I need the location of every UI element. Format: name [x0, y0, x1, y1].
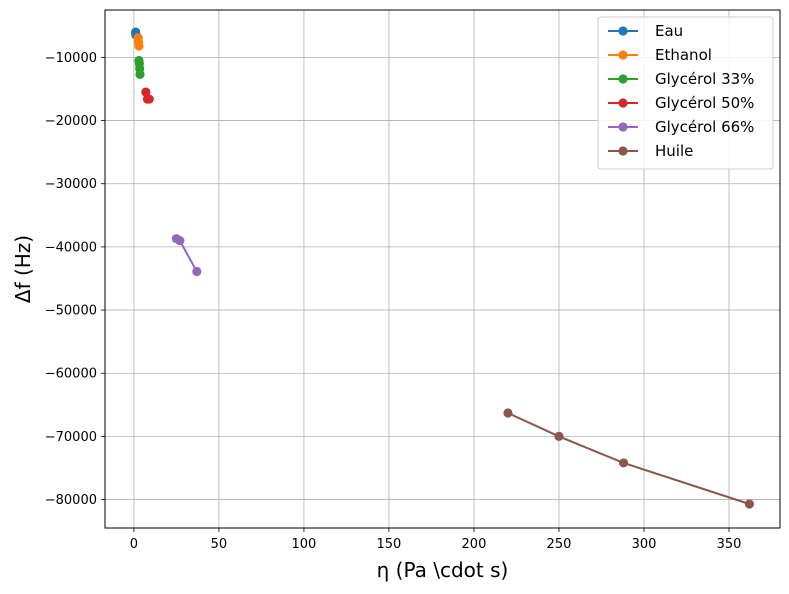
legend-item: Eau	[608, 22, 683, 40]
data-point	[744, 499, 754, 509]
legend-marker	[618, 74, 628, 84]
legend-label: Eau	[655, 22, 683, 40]
x-tick-label: 300	[632, 537, 657, 552]
x-axis-label: η (Pa \cdot s)	[377, 558, 509, 582]
data-point	[192, 266, 202, 277]
x-tick-label: 0	[130, 537, 138, 552]
legend-marker	[618, 122, 628, 132]
data-point	[141, 87, 151, 97]
y-axis-label: Δf (Hz)	[11, 235, 35, 303]
legend-marker	[618, 98, 628, 108]
series-3	[134, 55, 145, 80]
legend-marker	[618, 50, 628, 60]
x-tick-label: 200	[462, 537, 487, 552]
legend-marker	[618, 26, 628, 36]
y-tick-label: −10000	[45, 51, 97, 66]
y-tick-label: −80000	[45, 493, 97, 508]
legend-item: Glycérol 50%	[608, 94, 754, 112]
data-point	[134, 41, 144, 51]
x-tick-label: 100	[292, 537, 317, 552]
y-tick-label: −70000	[45, 430, 97, 445]
x-tick-label: 150	[377, 537, 402, 552]
x-tick-label: 250	[547, 537, 572, 552]
y-tick-label: −20000	[45, 114, 97, 129]
legend-label: Huile	[655, 142, 693, 160]
data-point	[144, 94, 154, 104]
legend-item: Glycérol 66%	[608, 118, 754, 136]
legend-box	[597, 16, 774, 170]
data-point	[618, 458, 629, 468]
x-tick-label: 350	[717, 537, 742, 552]
y-tick-label: −40000	[45, 240, 97, 255]
legend-item: Huile	[608, 142, 693, 160]
legend: Eau Ethanol Glycérol 33% Glycérol 50% Glycér…	[597, 16, 774, 170]
series-layer	[131, 27, 754, 509]
legend-marker	[618, 146, 628, 156]
legend-label: Glycérol 33%	[655, 70, 754, 88]
plot-frame	[104, 9, 781, 529]
series-line	[507, 412, 750, 505]
legend-label: Glycérol 50%	[655, 94, 754, 112]
legend-item: Ethanol	[608, 46, 712, 64]
series-4	[141, 87, 154, 104]
series-2	[133, 33, 144, 51]
y-tick-label: −50000	[45, 304, 97, 319]
legend-label: Ethanol	[655, 46, 712, 64]
x-tick-label: 50	[211, 537, 228, 552]
ticks: 0 50 100 150 200 250 300 350 −10000 −20000 −30000 −…	[45, 51, 742, 552]
legend-item: Glycérol 33%	[608, 70, 754, 88]
series-5	[171, 234, 202, 277]
data-point	[503, 408, 513, 418]
data-point	[135, 69, 145, 80]
legend-label: Glycérol 66%	[655, 118, 754, 136]
y-tick-label: −60000	[45, 367, 97, 382]
series-6	[503, 408, 754, 509]
y-tick-label: −30000	[45, 177, 97, 192]
data-point	[554, 431, 564, 442]
data-point	[175, 235, 185, 246]
